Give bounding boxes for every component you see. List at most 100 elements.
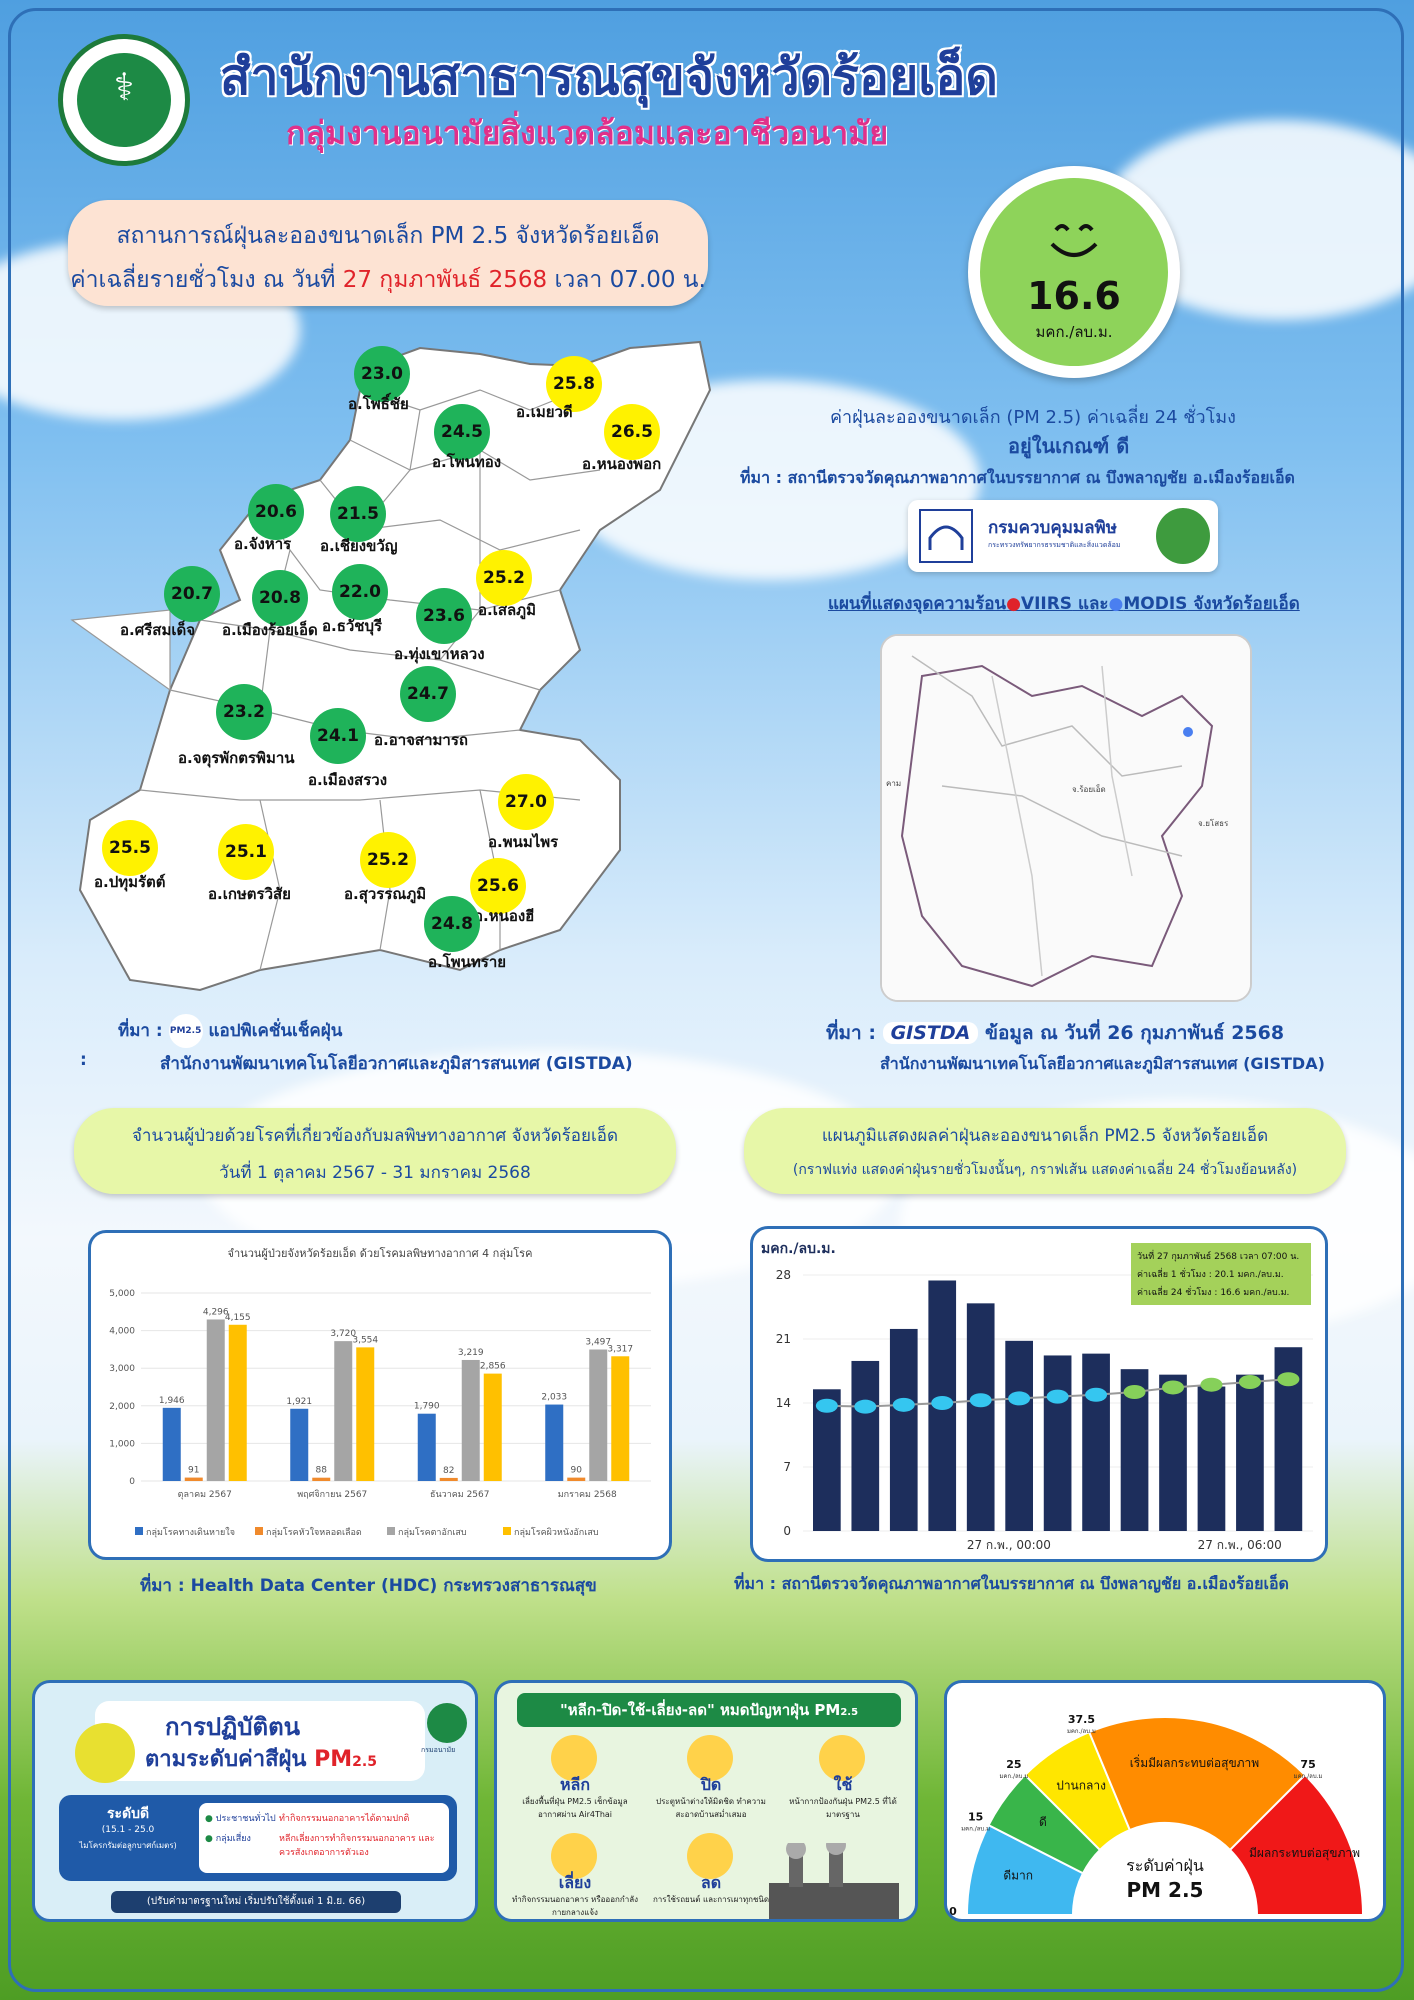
gauge-tick-unit: มคก./ลบ.ม [999,1773,1028,1780]
data-label: 3,720 [330,1329,356,1339]
data-label: 82 [443,1466,454,1476]
district-value[interactable]: 24.1 [310,708,366,764]
data-label: 3,317 [607,1344,633,1354]
data-label: 88 [316,1466,328,1476]
bar [545,1404,564,1481]
gauge-tick: 37.5 [1068,1713,1095,1726]
bar [1005,1340,1033,1531]
district-name: อ.เมืองร้อยเอ็ด [222,621,318,639]
data-label: 90 [571,1466,583,1476]
bar [312,1477,331,1481]
five-ways-text: ทำกิจกรรมนอกอาคาร หรือออกกำลังกายกลางแจ้… [511,1895,639,1917]
practice-title2: ตามระดับค่าสีฝุ่น PM2.5 [145,1747,377,1772]
district-value[interactable]: 27.0 [498,774,554,830]
bar [1236,1374,1264,1531]
bar [334,1341,353,1481]
district-value[interactable]: 25.1 [218,824,274,880]
situation-line1: สถานการณ์ฝุ่นละอองขนาดเล็ก PM 2.5 จังหวั… [116,223,660,249]
pcd-sub: กระทรวงทรัพยากรธรรมชาติและสิ่งแวดล้อม [988,541,1121,549]
practice-card: การปฏิบัติตน ตามระดับค่าสีฝุ่น PM2.5 กรม… [32,1680,478,1922]
gauge-level-label: มีผลกระทบต่อสุขภาพ [1249,1846,1360,1861]
pm-pill: แผนภูมิแสดงผลค่าฝุ่นละอองขนาดเล็ก PM2.5 … [744,1108,1346,1194]
map-source-colon: : [80,1050,87,1070]
district-value[interactable]: 26.5 [604,404,660,460]
bar [162,1407,181,1481]
district-name: อ.เมืองสรวง [308,771,388,789]
practice-footer: (ปรับค่ามาตรฐานใหม่ เริ่มปรับใช้ตั้งแต่ … [111,1891,401,1913]
modis-hotspot[interactable] [1183,727,1193,737]
pm-chart[interactable]: มคก./ลบ.ม. 0 7 14 21 28 27 ก.พ., 00:00 27 ก.พ.,… [753,1229,1325,1559]
aqi-status: อยู่ในเกณฑ์ ดี [1008,434,1130,458]
district-value[interactable]: 24.5 [434,404,490,460]
map-label-left: คาม [886,779,901,788]
bar [439,1477,458,1481]
hotspot-map[interactable]: จ.ร้อยเอ็ด จ.ยโสธร คาม [880,634,1252,1002]
hotspot-map-canvas: จ.ร้อยเอ็ด จ.ยโสธร คาม [882,636,1250,1000]
five-ways-text: การใช้รถยนต์ และการเผาทุกชนิด [652,1895,770,1904]
district-value[interactable]: 25.6 [470,858,526,914]
avg-point [1238,1374,1261,1389]
district-value[interactable]: 23.6 [416,588,472,644]
bar [1043,1355,1072,1531]
aqi-unit: มคก./ลบ.ม. [1035,323,1113,341]
y-tick-label: 1,000 [109,1439,135,1449]
y-tick-label: 14 [776,1396,791,1410]
info-box [1131,1243,1311,1305]
aqi-description: ค่าฝุ่นละอองขนาดเล็ก (PM 2.5) ค่าเฉลี่ย … [830,407,1236,428]
x-tick-label: ธันวาคม 2567 [430,1490,489,1500]
advice1: ทำกิจกรรมนอกอาคารได้ตามปกติ [279,1814,410,1824]
five-ways-icon [819,1735,865,1781]
district-name: อ.ทุ่งเขาหลวง [394,645,485,663]
x-tick-label: 27 ก.พ., 06:00 [1198,1538,1282,1552]
chart-title: จำนวนผู้ป่วยจังหวัดร้อยเอ็ด ด้วยโรคมลพิษ… [228,1246,533,1260]
patients-pill-line1: จำนวนผู้ป่วยด้วยโรคที่เกี่ยวข้องกับมลพิษ… [131,1126,619,1146]
data-label: 1,946 [159,1396,185,1406]
district-name: อ.ปทุมรัตต์ [94,873,166,891]
district-value[interactable]: 21.5 [330,486,386,542]
district-name: อ.หนองพอก [582,455,662,473]
factory-icon [769,1843,899,1919]
five-ways-item: ใช้ หน้ากากป้องกันฝุ่น PM2.5 ที่ได้มาตรฐา… [779,1735,907,1827]
aqi-source: ที่มา : สถานีตรวจวัดคุณภาพอากาศในบรรยากา… [740,468,1295,487]
district-value[interactable]: 25.8 [546,356,602,412]
five-ways-item: เลี่ยง ทำกิจกรรมนอกอาคาร หรือออกกำลังกายก… [511,1833,639,1919]
avg-point [1162,1380,1184,1395]
district-value[interactable]: 20.8 [252,570,308,626]
district-value[interactable]: 20.7 [164,566,220,622]
bar [889,1328,918,1531]
practice-title-box [95,1701,425,1781]
district-value[interactable]: 24.7 [400,666,456,722]
district-value[interactable]: 23.0 [354,346,410,402]
district-value[interactable]: 25.2 [360,832,416,888]
patients-chart[interactable]: จำนวนผู้ป่วยจังหวัดร้อยเอ็ด ด้วยโรคมลพิษ… [91,1233,669,1557]
gauge-tick: 15 [968,1811,983,1824]
district-name: อ.ศรีสมเด็จ [120,621,195,639]
avg-point [931,1396,954,1410]
five-ways-title: "หลีก-ปิด-ใช้-เลี่ยง-ลด" หมดปัญหาฝุ่น PM… [517,1693,901,1727]
gauge-tick: 0 [949,1905,957,1918]
district-value[interactable]: 25.2 [476,550,532,606]
x-tick-label: ตุลาคม 2567 [178,1490,232,1500]
legend-swatch [503,1527,511,1535]
district-value[interactable]: 22.0 [332,564,388,620]
district-value[interactable]: 24.8 [424,896,480,952]
practice-advice: ● ประชาชนทั่วไป ทำกิจกรรมนอกอาคารได้ตามป… [199,1803,449,1873]
situation-box: สถานการณ์ฝุ่นละอองขนาดเล็ก PM 2.5 จังหวั… [68,200,708,306]
anamai-logo [427,1703,467,1743]
aqi-indicator: 16.6 มคก./ลบ.ม. [968,166,1180,378]
pm-pill-line2: (กราฟแท่ง แสดงค่าฝุ่นรายชั่วโมงนั้นๆ, กร… [792,1162,1298,1178]
district-name: อ.เสลภูมิ [478,601,536,619]
district-name: อ.หนองฮี [474,907,535,925]
five-ways-icon [551,1735,597,1781]
map-label-roiet: จ.ร้อยเอ็ด [1072,784,1106,794]
district-value[interactable]: 25.5 [102,820,158,876]
district-value[interactable]: 23.2 [216,684,272,740]
avg-point [1123,1385,1146,1400]
five-ways-head: หลีก [559,1775,591,1794]
five-ways-head: ปิด [700,1775,722,1794]
district-value[interactable]: 20.6 [248,484,304,540]
data-label: 1,790 [414,1402,440,1412]
gauge-tick-unit: มคก./ลบ.ม [1294,1773,1323,1780]
avg-point [815,1398,838,1413]
